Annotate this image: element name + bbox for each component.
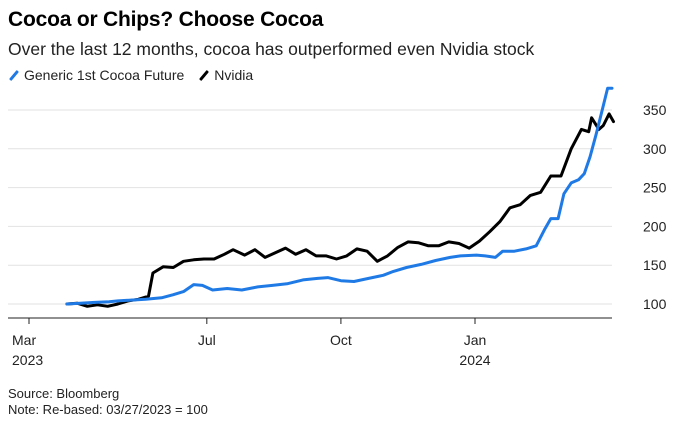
- legend-item-cocoa: Generic 1st Cocoa Future: [8, 67, 184, 83]
- series-line-cocoa: [65, 86, 614, 306]
- source-note: Source: Bloomberg: [8, 386, 120, 401]
- legend-label-nvidia: Nvidia: [214, 67, 254, 83]
- y-tick-label-200: 200: [643, 218, 667, 234]
- x-tick-label-jul: Jul: [198, 332, 216, 348]
- chart-subtitle: Over the last 12 months, cocoa has outpe…: [8, 39, 535, 59]
- x-tick-label-oct: Oct: [330, 332, 352, 348]
- x-tick-sublabel-2023: 2023: [12, 352, 43, 368]
- x-tick-label-mar: Mar: [12, 332, 36, 348]
- y-tick-label-300: 300: [643, 141, 667, 157]
- x-tick-sublabel-2024: 2024: [459, 352, 490, 368]
- x-tick-label-jan: Jan: [464, 332, 487, 348]
- legend-label-cocoa: Generic 1st Cocoa Future: [24, 67, 185, 83]
- rebase-note: Note: Re-based: 03/27/2023 = 100: [8, 402, 208, 417]
- y-tick-label-350: 350: [643, 102, 667, 118]
- y-tick-label-100: 100: [643, 296, 667, 312]
- legend: Generic 1st Cocoa Future Nvidia: [8, 67, 261, 83]
- legend-item-nvidia: Nvidia: [198, 67, 253, 83]
- y-tick-label-250: 250: [643, 180, 667, 196]
- chart-title: Cocoa or Chips? Choose Cocoa: [8, 8, 324, 31]
- series-line-nvidia: [65, 112, 615, 308]
- y-tick-label-150: 150: [643, 257, 667, 273]
